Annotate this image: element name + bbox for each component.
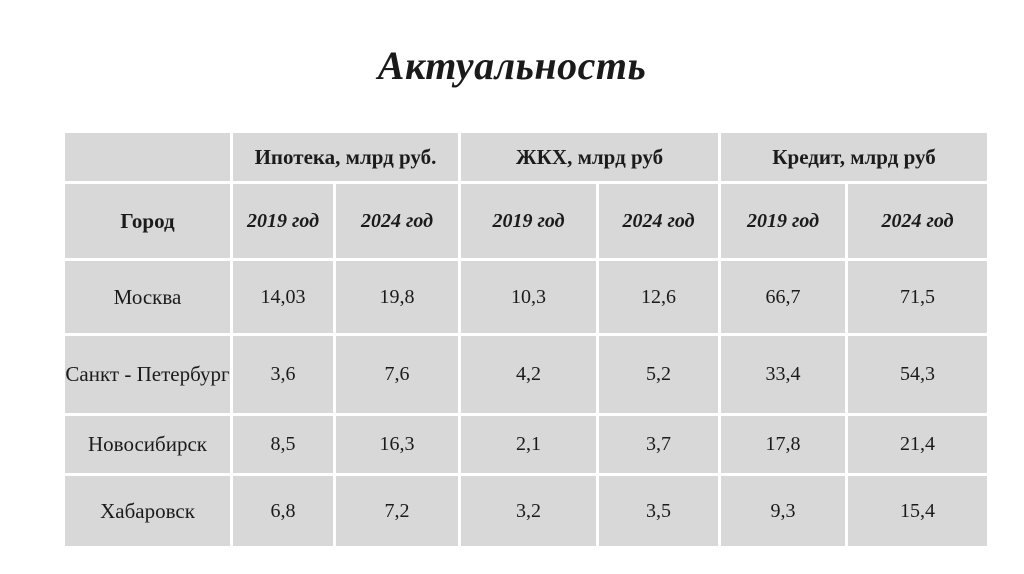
year-header: 2019 год (458, 181, 599, 261)
value-cell: 54,3 (845, 333, 990, 416)
value-cell: 3,6 (230, 333, 336, 416)
value-cell: 7,6 (333, 333, 461, 416)
column-group-mortgage: Ипотека, млрд руб. (230, 130, 461, 184)
column-group-credit: Кредит, млрд руб (718, 130, 990, 184)
table-row: Москва 14,03 19,8 10,3 12,6 66,7 71,5 (62, 258, 990, 336)
value-cell: 10,3 (458, 258, 599, 336)
value-cell: 17,8 (718, 413, 848, 476)
year-header: 2019 год (230, 181, 336, 261)
value-cell: 71,5 (845, 258, 990, 336)
value-cell: 2,1 (458, 413, 599, 476)
year-header: 2024 год (845, 181, 990, 261)
row-header-city: Город (62, 181, 233, 261)
table-header-year-row: Город 2019 год 2024 год 2019 год 2024 го… (62, 181, 990, 261)
value-cell: 33,4 (718, 333, 848, 416)
value-cell: 21,4 (845, 413, 990, 476)
value-cell: 14,03 (230, 258, 336, 336)
value-cell: 9,3 (718, 473, 848, 549)
year-header: 2019 год (718, 181, 848, 261)
city-cell: Новосибирск (62, 413, 233, 476)
page-title: Актуальность (377, 43, 647, 88)
value-cell: 66,7 (718, 258, 848, 336)
value-cell: 19,8 (333, 258, 461, 336)
value-cell: 4,2 (458, 333, 599, 416)
year-header: 2024 год (596, 181, 721, 261)
corner-cell (62, 130, 233, 184)
value-cell: 7,2 (333, 473, 461, 549)
city-cell: Санкт - Петербург (62, 333, 233, 416)
value-cell: 5,2 (596, 333, 721, 416)
table-header-group-row: Ипотека, млрд руб. ЖКХ, млрд руб Кредит,… (62, 130, 990, 184)
value-cell: 8,5 (230, 413, 336, 476)
column-group-utilities: ЖКХ, млрд руб (458, 130, 721, 184)
year-header: 2024 год (333, 181, 461, 261)
city-cell: Хабаровск (62, 473, 233, 549)
value-cell: 15,4 (845, 473, 990, 549)
value-cell: 12,6 (596, 258, 721, 336)
value-cell: 6,8 (230, 473, 336, 549)
value-cell: 3,7 (596, 413, 721, 476)
value-cell: 3,5 (596, 473, 721, 549)
value-cell: 3,2 (458, 473, 599, 549)
value-cell: 16,3 (333, 413, 461, 476)
table-row: Новосибирск 8,5 16,3 2,1 3,7 17,8 21,4 (62, 413, 990, 476)
table-row: Хабаровск 6,8 7,2 3,2 3,5 9,3 15,4 (62, 473, 990, 549)
statistics-table: Ипотека, млрд руб. ЖКХ, млрд руб Кредит,… (62, 130, 990, 549)
table-row: Санкт - Петербург 3,6 7,6 4,2 5,2 33,4 5… (62, 333, 990, 416)
city-cell: Москва (62, 258, 233, 336)
